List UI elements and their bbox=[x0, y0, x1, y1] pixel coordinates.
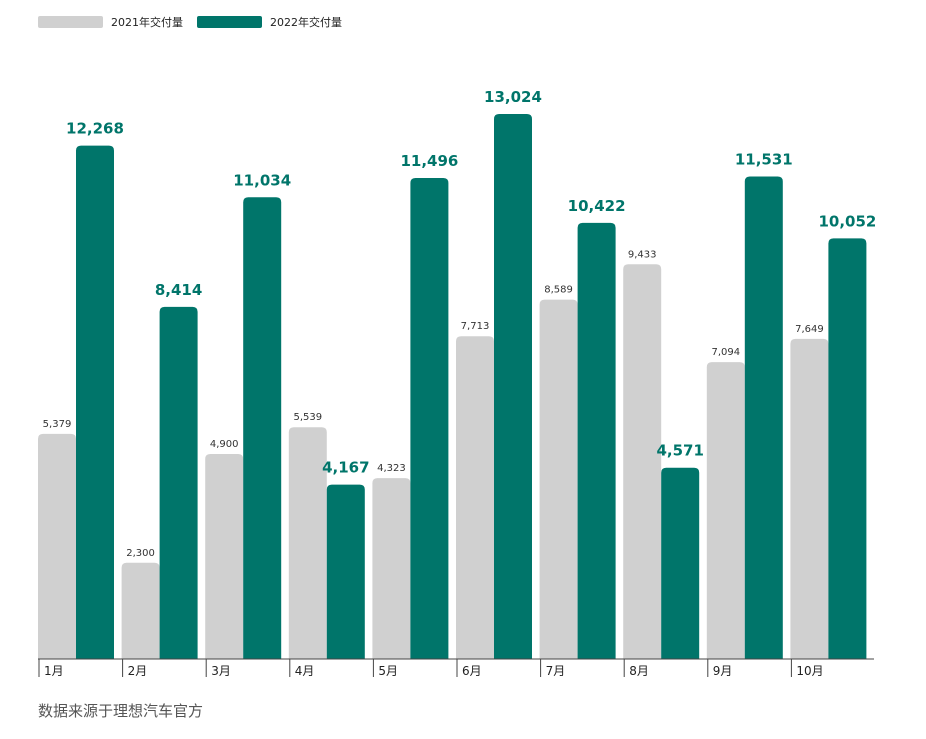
bar-2021-3 bbox=[205, 453, 244, 659]
x-tick-label-2: 2月 bbox=[128, 664, 148, 678]
x-tick-label-1: 1月 bbox=[44, 664, 64, 678]
data-label-2021-5: 4,323 bbox=[377, 463, 406, 474]
data-label-2022-2: 8,414 bbox=[155, 281, 202, 299]
bar-2022-8 bbox=[661, 467, 700, 659]
bar-2022-9 bbox=[744, 176, 783, 659]
x-tick-label-3: 3月 bbox=[211, 664, 231, 678]
data-label-2021-8: 9,433 bbox=[628, 249, 657, 260]
legend-label-2022: 2022年交付量 bbox=[270, 16, 342, 29]
data-label-2022-8: 4,571 bbox=[656, 442, 703, 460]
legend-swatch-2022 bbox=[197, 16, 262, 28]
x-tick-label-5: 5月 bbox=[378, 664, 398, 678]
data-label-2021-3: 4,900 bbox=[210, 439, 239, 450]
data-label-2022-6: 13,024 bbox=[484, 88, 542, 106]
bar-2021-5 bbox=[372, 478, 411, 659]
data-label-2022-4: 4,167 bbox=[322, 459, 369, 477]
chart-legend: 2021年交付量 2022年交付量 bbox=[38, 14, 342, 30]
bar-2022-7 bbox=[577, 222, 616, 660]
data-label-2021-10: 7,649 bbox=[795, 324, 824, 335]
x-tick-label-6: 6月 bbox=[462, 664, 482, 678]
bar-2022-3 bbox=[243, 197, 282, 659]
bar-2021-7 bbox=[539, 299, 578, 659]
bar-chart: 5,379 12,268 1月 2,300 8,414 2月 4,900 11,034 3月 5,… bbox=[38, 88, 876, 678]
legend-swatch-2021 bbox=[38, 16, 103, 28]
x-tick-label-10: 10月 bbox=[796, 664, 823, 678]
data-label-2022-5: 11,496 bbox=[400, 152, 458, 170]
data-label-2022-1: 12,268 bbox=[66, 120, 124, 138]
data-label-2021-7: 8,589 bbox=[544, 285, 573, 296]
bar-2022-2 bbox=[159, 306, 198, 659]
source-note: 数据来源于理想汽车官方 bbox=[38, 702, 204, 720]
data-label-2022-7: 10,422 bbox=[568, 197, 626, 215]
bar-2022-6 bbox=[494, 114, 532, 659]
bar-2021-4 bbox=[288, 427, 327, 659]
bar-2022-10 bbox=[828, 238, 867, 659]
bar-2021-8 bbox=[623, 264, 662, 659]
bar-2021-10 bbox=[790, 338, 829, 659]
bar-2021-1 bbox=[38, 433, 76, 659]
legend-item-2022: 2022年交付量 bbox=[197, 14, 342, 30]
bar-2021-9 bbox=[706, 362, 745, 659]
bar-2021-2 bbox=[121, 562, 160, 659]
bar-2022-1 bbox=[76, 145, 114, 659]
data-label-2021-6: 7,713 bbox=[461, 321, 490, 332]
data-label-2022-3: 11,034 bbox=[233, 171, 291, 189]
data-label-2022-9: 11,531 bbox=[735, 150, 793, 168]
data-label-2021-1: 5,379 bbox=[43, 419, 72, 430]
x-tick-label-4: 4月 bbox=[295, 664, 315, 678]
bar-2022-4 bbox=[326, 484, 365, 659]
legend-item-2021: 2021年交付量 bbox=[38, 14, 183, 30]
x-tick-label-8: 8月 bbox=[629, 664, 649, 678]
legend-label-2021: 2021年交付量 bbox=[111, 16, 183, 29]
data-label-2021-2: 2,300 bbox=[126, 548, 155, 559]
bar-2021-6 bbox=[456, 336, 494, 659]
x-tick-label-9: 9月 bbox=[713, 664, 733, 678]
data-label-2021-4: 5,539 bbox=[293, 412, 322, 423]
data-label-2021-9: 7,094 bbox=[711, 347, 740, 358]
x-tick-label-7: 7月 bbox=[546, 664, 566, 678]
data-label-2022-10: 10,052 bbox=[818, 212, 876, 230]
bar-2022-5 bbox=[410, 177, 449, 659]
